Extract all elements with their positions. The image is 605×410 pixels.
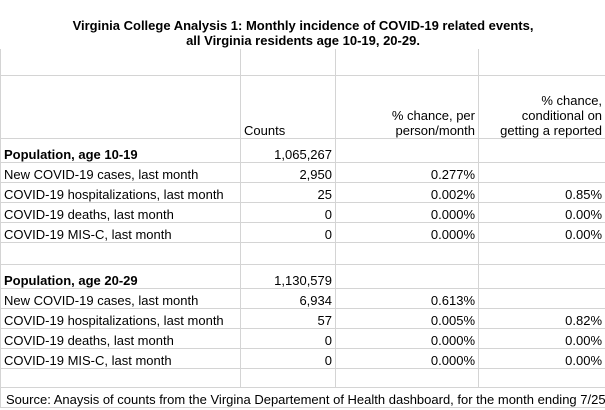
pct-cell: 0.002% [335, 182, 479, 203]
count-cell: 0 [240, 328, 336, 349]
table-row: COVID-19 MIS-C, last month 0 0.000% 0.00… [0, 222, 605, 243]
row-label: COVID-19 MIS-C, last month [0, 348, 241, 369]
cond-cell: 0.85% [477, 182, 605, 203]
page-title: Virginia College Analysis 1: Monthly inc… [1, 1, 605, 49]
source-row: Source: Anaysis of counts from the Virgi… [0, 387, 605, 408]
row-label: COVID-19 deaths, last month [0, 202, 241, 223]
section-label: Population, age 20-29 [0, 264, 241, 289]
row-label: COVID-19 deaths, last month [0, 328, 241, 349]
row-label: COVID-19 hospitalizations, last month [0, 308, 241, 329]
cond-cell: 0.00% [477, 348, 605, 369]
source-note: Source: Anaysis of counts from the Virgi… [0, 387, 605, 408]
counts-header: Counts [240, 75, 336, 139]
title-row: Virginia College Analysis 1: Monthly inc… [1, 1, 605, 49]
pct-per-person-header: % chance, per person/month [335, 75, 479, 139]
section-label: Population, age 10-19 [0, 138, 241, 163]
cond-cell [477, 288, 605, 309]
count-cell: 0 [240, 202, 336, 223]
table-row: COVID-19 hospitalizations, last month 25… [0, 182, 605, 203]
count-cell: 25 [240, 182, 336, 203]
count-cell: 0 [240, 348, 336, 369]
population-count: 1,130,579 [240, 264, 336, 289]
title-line-1: Virginia College Analysis 1: Monthly inc… [72, 18, 534, 33]
pct-cell: 0.277% [335, 162, 479, 183]
table-row: COVID-19 hospitalizations, last month 57… [0, 308, 605, 329]
pct-cell: 0.000% [335, 222, 479, 243]
table-row: COVID-19 deaths, last month 0 0.000% 0.0… [0, 202, 605, 223]
row-label: COVID-19 hospitalizations, last month [0, 182, 241, 203]
table-row: New COVID-19 cases, last month 2,950 0.2… [0, 162, 605, 183]
cond-cell: 0.82% [477, 308, 605, 329]
population-count: 1,065,267 [240, 138, 336, 163]
table-row: COVID-19 deaths, last month 0 0.000% 0.0… [0, 328, 605, 349]
count-cell: 0 [240, 222, 336, 243]
cond-cell [477, 162, 605, 183]
row-label: New COVID-19 cases, last month [0, 162, 241, 183]
header-row: Counts % chance, per person/month % chan… [0, 75, 605, 139]
pct-cell: 0.000% [335, 328, 479, 349]
pct-cell: 0.000% [335, 348, 479, 369]
spacer-row [0, 242, 605, 265]
title-line-2: all Virginia residents age 10-19, 20-29. [186, 33, 420, 48]
pct-cell: 0.613% [335, 288, 479, 309]
spacer-row [0, 368, 605, 388]
table-row: New COVID-19 cases, last month 6,934 0.6… [0, 288, 605, 309]
row-label: COVID-19 MIS-C, last month [0, 222, 241, 243]
spacer-row [0, 48, 605, 76]
pct-cell: 0.000% [335, 202, 479, 223]
pct-cell: 0.005% [335, 308, 479, 329]
cond-cell: 0.00% [477, 222, 605, 243]
table-row: COVID-19 MIS-C, last month 0 0.000% 0.00… [0, 348, 605, 369]
count-cell: 2,950 [240, 162, 336, 183]
count-cell: 6,934 [240, 288, 336, 309]
cond-cell: 0.00% [477, 202, 605, 223]
row-label: New COVID-19 cases, last month [0, 288, 241, 309]
section-header-row: Population, age 20-29 1,130,579 [0, 264, 605, 289]
cond-cell: 0.00% [477, 328, 605, 349]
section-header-row: Population, age 10-19 1,065,267 [0, 138, 605, 163]
count-cell: 57 [240, 308, 336, 329]
pct-conditional-header: % chance, conditional on getting a repor… [477, 75, 605, 139]
